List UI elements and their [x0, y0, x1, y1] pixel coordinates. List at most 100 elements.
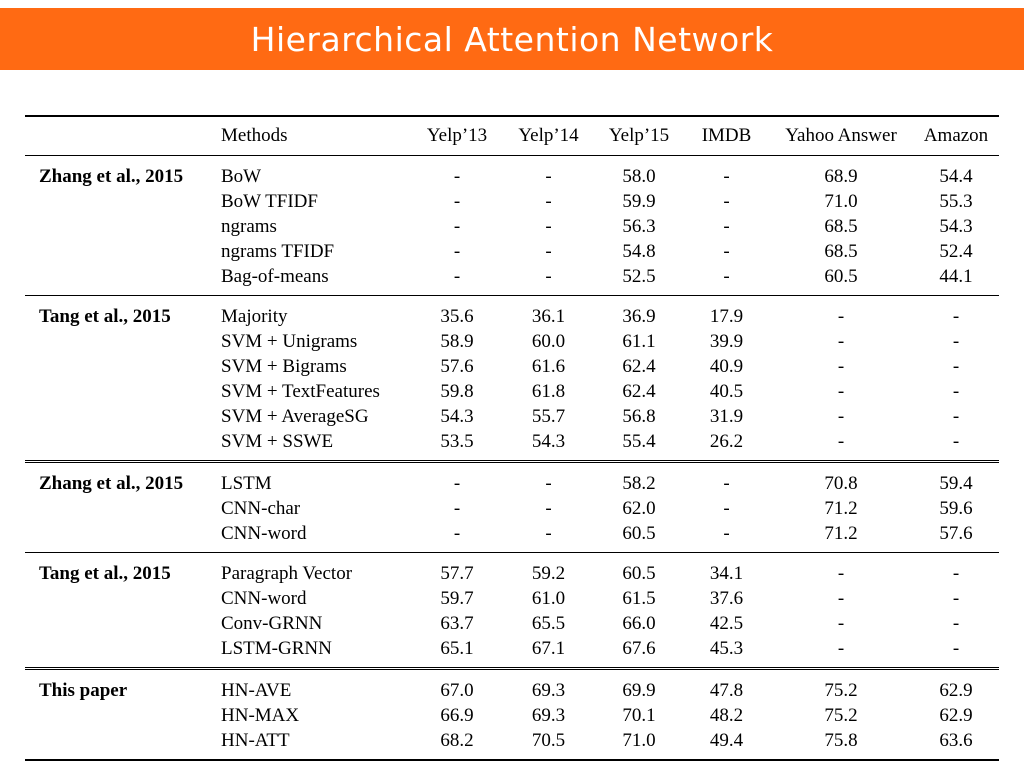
score-cell: 68.9 [824, 166, 858, 187]
table-row: CNN-word 59.7 61.0 61.5 37.6 - - [25, 586, 999, 611]
score-cell: 61.6 [531, 356, 566, 377]
score-cell: 68.5 [824, 216, 858, 237]
score-cell: 65.5 [531, 613, 566, 634]
score-cell: - [837, 431, 845, 452]
score-cell: - [837, 331, 845, 352]
score-cell: 52.4 [939, 241, 973, 262]
score-cell: 75.2 [824, 705, 858, 726]
group-source: This paper [39, 680, 128, 701]
group-source [25, 521, 219, 553]
score-cell: - [837, 356, 845, 377]
score-cell: - [453, 166, 461, 187]
group-source: Zhang et al., 2015 [39, 166, 184, 187]
score-cell: 56.3 [622, 216, 656, 237]
score-cell: - [837, 381, 845, 402]
score-cell: 62.0 [622, 498, 656, 519]
score-cell: 59.7 [440, 588, 474, 609]
group-source: Zhang et al., 2015 [39, 473, 184, 494]
score-cell: - [545, 523, 552, 544]
method-name: LSTM [221, 473, 272, 494]
score-cell: 55.4 [622, 431, 656, 452]
score-cell: - [837, 588, 845, 609]
score-cell: - [837, 406, 845, 427]
method-name: HN-ATT [221, 730, 290, 751]
score-cell: 67.1 [531, 638, 566, 659]
score-cell: 68.5 [824, 241, 858, 262]
score-cell: 39.9 [709, 331, 744, 352]
group-source [25, 611, 219, 636]
score-cell: - [453, 498, 461, 519]
score-cell: 75.8 [824, 730, 858, 751]
score-cell: 58.0 [622, 166, 656, 187]
table-row: HN-MAX 66.9 69.3 70.1 48.2 75.2 62.9 [25, 703, 999, 728]
score-cell: 56.8 [622, 406, 656, 427]
score-cell: 67.6 [622, 638, 656, 659]
score-cell: 60.5 [622, 523, 656, 544]
score-cell: 57.6 [440, 356, 474, 377]
header-yelp13: Yelp’13 [426, 125, 488, 146]
score-cell: - [723, 473, 730, 494]
score-cell: 66.9 [440, 705, 474, 726]
score-cell: - [453, 191, 461, 212]
group-source [25, 728, 219, 760]
score-cell: - [723, 216, 730, 237]
method-name: BoW TFIDF [221, 191, 318, 212]
method-name: CNN-word [221, 588, 307, 609]
table-row: CNN-char - - 62.0 - 71.2 59.6 [25, 496, 999, 521]
score-cell: 62.4 [622, 356, 656, 377]
method-name: SVM + AverageSG [221, 406, 369, 427]
header-methods: Methods [221, 125, 288, 146]
table-row: This paper HN-AVE 67.0 69.3 69.9 47.8 75.2 62.9 [25, 669, 999, 704]
score-cell: 63.6 [939, 730, 973, 751]
score-cell: - [723, 241, 730, 262]
score-cell: 40.9 [709, 356, 744, 377]
score-cell: - [453, 473, 461, 494]
score-cell: 65.1 [440, 638, 474, 659]
score-cell: - [952, 613, 960, 634]
table-row: ngrams - - 56.3 - 68.5 54.3 [25, 214, 999, 239]
score-cell: 69.3 [531, 680, 566, 701]
score-cell: 61.1 [622, 331, 656, 352]
group-source [25, 329, 219, 354]
score-cell: 53.5 [440, 431, 474, 452]
table-row: SVM + Unigrams 58.9 60.0 61.1 39.9 - - [25, 329, 999, 354]
score-cell: 67.0 [440, 680, 474, 701]
score-cell: - [952, 306, 960, 327]
method-name: SVM + Unigrams [221, 331, 358, 352]
score-cell: 75.2 [824, 680, 858, 701]
score-cell: 52.5 [622, 266, 656, 287]
score-cell: 61.0 [531, 588, 566, 609]
score-cell: - [952, 638, 960, 659]
group-source: Tang et al., 2015 [39, 306, 171, 327]
score-cell: - [545, 498, 552, 519]
score-cell: 60.0 [531, 331, 566, 352]
table-group: Zhang et al., 2015 BoW - -58.0-68.9 54.4 BoW … [25, 156, 999, 296]
score-cell: 60.5 [824, 266, 858, 287]
header-imdb: IMDB [701, 125, 752, 146]
score-cell: - [837, 638, 845, 659]
score-cell: 71.0 [824, 191, 858, 212]
score-cell: 54.3 [531, 431, 566, 452]
score-cell: - [545, 241, 552, 262]
table-row: Zhang et al., 2015 LSTM - - 58.2 - 70.8 59.4 [25, 462, 999, 497]
score-cell: - [837, 306, 845, 327]
score-cell: 58.9 [440, 331, 474, 352]
score-cell: 35.6 [440, 306, 474, 327]
group-source [25, 189, 219, 214]
table-row: Tang et al., 2015 Majority 35.6 36.1 36.9 17.… [25, 296, 999, 330]
table-row: HN-ATT 68.2 70.5 71.0 49.4 75.8 63.6 [25, 728, 999, 760]
group-source [25, 379, 219, 404]
table-row: SVM + TextFeatures 59.8 61.8 62.4 40.5 - - [25, 379, 999, 404]
score-cell: 55.7 [531, 406, 566, 427]
score-cell: - [453, 241, 461, 262]
group-source [25, 586, 219, 611]
score-cell: - [723, 166, 730, 187]
score-cell: - [545, 216, 552, 237]
score-cell: 48.2 [709, 705, 744, 726]
method-name: ngrams TFIDF [221, 241, 335, 262]
score-cell: 59.8 [440, 381, 474, 402]
score-cell: 71.0 [622, 730, 656, 751]
score-cell: 54.3 [440, 406, 474, 427]
score-cell: 62.9 [939, 705, 973, 726]
score-cell: - [545, 191, 552, 212]
